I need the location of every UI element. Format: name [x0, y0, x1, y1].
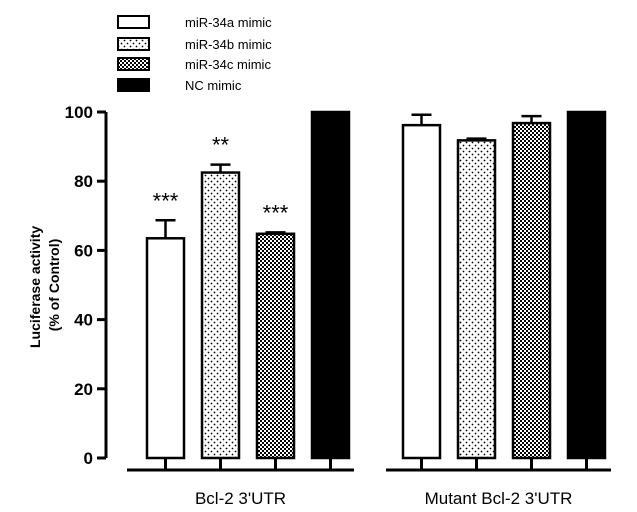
legend-label: miR-34a mimic [185, 15, 272, 30]
y-tick-label: 100 [65, 103, 93, 122]
significance-label: *** [263, 200, 289, 225]
bar [566, 110, 607, 460]
y-tick-label: 80 [74, 172, 93, 191]
y-tick-label: 60 [74, 241, 93, 260]
bar [310, 110, 351, 460]
legend-label: miR-34c mimic [185, 57, 271, 72]
bar [401, 123, 442, 460]
significance-label: ** [212, 133, 230, 158]
y-axis-title-line1: Luciferase activity [27, 226, 43, 348]
y-tick-label: 20 [74, 380, 93, 399]
legend-label: NC mimic [185, 78, 242, 93]
bar [456, 139, 497, 460]
y-axis-title: Luciferase activity (% of Control) [27, 222, 62, 348]
y-axis: 0 20 40 60 80 100 [65, 103, 108, 468]
x-category-label: Mutant Bcl-2 3'UTR [425, 489, 573, 508]
bar [145, 237, 186, 460]
legend-swatch [117, 57, 150, 71]
y-axis-title-line2: (% of Control) [46, 239, 62, 332]
x-category-label: Bcl-2 3'UTR [195, 489, 286, 508]
legend-swatch [117, 78, 150, 92]
y-tick-label: 40 [74, 311, 93, 330]
x-axis: Bcl-2 3'UTR Mutant Bcl-2 3'UTR [127, 458, 611, 508]
bar [200, 171, 241, 460]
legend-label: miR-34b mimic [185, 37, 272, 52]
legend: miR-34a mimic miR-34b mimic miR-34c mimic N… [117, 15, 272, 93]
significance-label: *** [153, 188, 179, 213]
bars: ******** [145, 110, 607, 460]
bar [255, 232, 296, 460]
bar [511, 121, 552, 460]
legend-swatch [117, 37, 150, 51]
legend-swatch [117, 15, 150, 29]
y-tick-label: 0 [84, 449, 93, 468]
